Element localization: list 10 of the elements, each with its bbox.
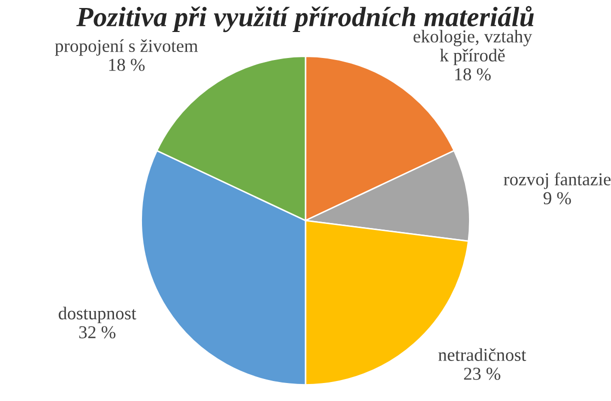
slice-label: ekologie, vztahy k přírodě — [414, 30, 532, 66]
data-label: 18 % — [109, 58, 145, 71]
slice-label: propojení s životem — [55, 39, 198, 56]
data-label: 23 % — [464, 368, 500, 380]
slice-label: netradičnost — [438, 348, 526, 361]
slice-label: dostupnost — [58, 306, 136, 324]
data-label: 18 % — [455, 68, 491, 80]
slice-label: rozvoj fantazie — [504, 172, 611, 190]
data-label: 32 % — [79, 326, 116, 338]
data-label: 9 % — [544, 192, 571, 204]
